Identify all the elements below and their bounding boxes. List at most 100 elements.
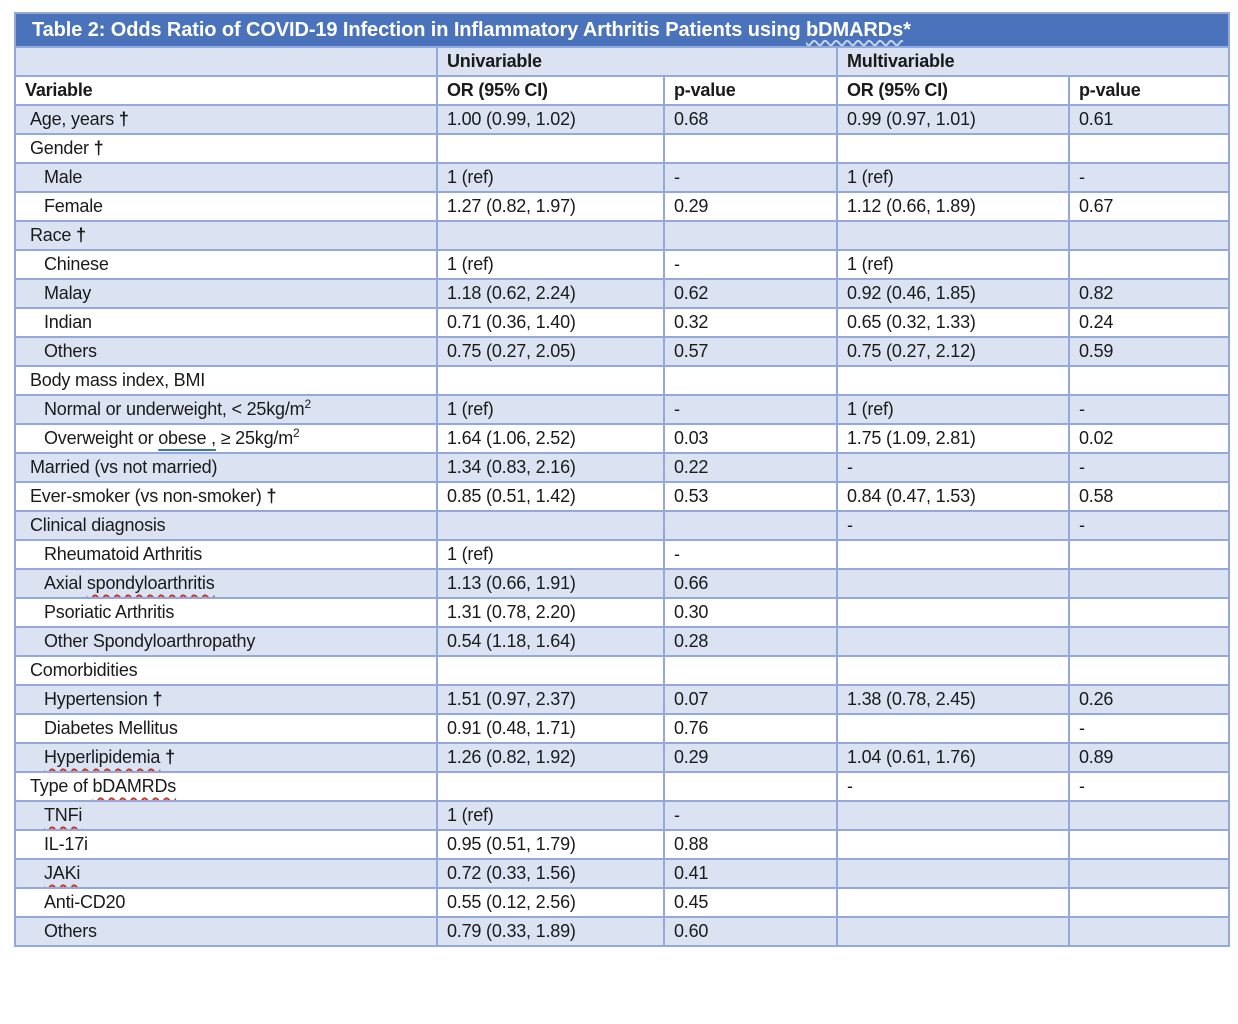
table-row: Gender †: [14, 133, 1230, 164]
text-part: Female: [44, 196, 103, 216]
cell-multivariable-p: 0.61: [1068, 104, 1230, 135]
table-row: Diabetes Mellitus 0.91 (0.48, 1.71) 0.76 -: [14, 713, 1230, 744]
column-header-p-multivariable: p-value: [1068, 75, 1230, 106]
text-part: Comorbidities: [30, 660, 138, 680]
cell-multivariable-or: 1.38 (0.78, 2.45): [836, 684, 1070, 715]
cell-univariable-p: 0.03: [663, 423, 838, 454]
text-part: Others: [44, 341, 97, 361]
table-row: Anti-CD20 0.55 (0.12, 2.56) 0.45: [14, 887, 1230, 918]
text-part: Type of: [30, 776, 93, 796]
table-row: Hyperlipidemia † 1.26 (0.82, 1.92) 0.29 1.0…: [14, 742, 1230, 773]
cell-variable: Age, years †: [14, 104, 438, 135]
table-row: Ever-smoker (vs non-smoker) † 0.85 (0.51,…: [14, 481, 1230, 512]
cell-univariable-or: 1.64 (1.06, 2.52): [436, 423, 665, 454]
cell-variable: IL-17i: [14, 829, 438, 860]
cell-multivariable-or: 0.92 (0.46, 1.85): [836, 278, 1070, 309]
cell-variable: Diabetes Mellitus: [14, 713, 438, 744]
text-part: Race: [30, 225, 77, 245]
cell-univariable-or: [436, 510, 665, 541]
cell-univariable-p: -: [663, 162, 838, 193]
table-row: Other Spondyloarthropathy 0.54 (1.18, 1.6…: [14, 626, 1230, 657]
cell-univariable-or: 1.26 (0.82, 1.92): [436, 742, 665, 773]
cell-univariable-or: [436, 133, 665, 164]
table-row: Clinical diagnosis - -: [14, 510, 1230, 541]
column-header-row: Variable OR (95% CI) p-value OR (95% CI)…: [14, 75, 1230, 106]
table-row: Type of bDAMRDs - -: [14, 771, 1230, 802]
cell-univariable-p: [663, 133, 838, 164]
cell-variable: Malay: [14, 278, 438, 309]
cell-multivariable-or: -: [836, 452, 1070, 483]
table-row: Body mass index, BMI: [14, 365, 1230, 396]
cell-multivariable-or: -: [836, 771, 1070, 802]
cell-multivariable-p: -: [1068, 771, 1230, 802]
flagged-text: spondyloarthritis: [86, 573, 215, 593]
cell-multivariable-or: -: [836, 510, 1070, 541]
cell-univariable-p: 0.28: [663, 626, 838, 657]
cell-univariable-or: [436, 365, 665, 396]
cell-univariable-or: 1.18 (0.62, 2.24): [436, 278, 665, 309]
cell-univariable-or: [436, 655, 665, 686]
cell-univariable-or: 1 (ref): [436, 162, 665, 193]
cell-variable: Type of bDAMRDs: [14, 771, 438, 802]
cell-multivariable-p: [1068, 829, 1230, 860]
cell-multivariable-p: -: [1068, 510, 1230, 541]
text-part: †: [93, 138, 104, 158]
cell-variable: Anti-CD20: [14, 887, 438, 918]
cell-univariable-or: 1.31 (0.78, 2.20): [436, 597, 665, 628]
cell-univariable-p: 0.22: [663, 452, 838, 483]
cell-multivariable-p: [1068, 800, 1230, 831]
text-part: Anti-CD20: [44, 892, 126, 912]
cell-univariable-or: 1 (ref): [436, 539, 665, 570]
cell-multivariable-or: 0.75 (0.27, 2.12): [836, 336, 1070, 367]
cell-multivariable-p: 0.26: [1068, 684, 1230, 715]
cell-univariable-or: 0.72 (0.33, 1.56): [436, 858, 665, 889]
cell-univariable-p: 0.62: [663, 278, 838, 309]
cell-multivariable-p: [1068, 626, 1230, 657]
table-row: Axial spondyloarthritis 1.13 (0.66, 1.91)…: [14, 568, 1230, 599]
text-part: Hypertension: [44, 689, 153, 709]
table-row: Indian 0.71 (0.36, 1.40) 0.32 0.65 (0.32, 1…: [14, 307, 1230, 338]
table-row: JAKi 0.72 (0.33, 1.56) 0.41: [14, 858, 1230, 889]
cell-multivariable-or: 0.99 (0.97, 1.01): [836, 104, 1070, 135]
cell-multivariable-or: [836, 220, 1070, 251]
text-part: Diabetes Mellitus: [44, 718, 178, 738]
cell-multivariable-p: [1068, 597, 1230, 628]
cell-univariable-or: 0.79 (0.33, 1.89): [436, 916, 665, 947]
cell-variable: Axial spondyloarthritis: [14, 568, 438, 599]
cell-univariable-or: 1 (ref): [436, 249, 665, 280]
cell-variable: Hyperlipidemia †: [14, 742, 438, 773]
cell-multivariable-p: 0.82: [1068, 278, 1230, 309]
cell-univariable-or: 1.51 (0.97, 2.37): [436, 684, 665, 715]
cell-variable: Clinical diagnosis: [14, 510, 438, 541]
table-row: Male 1 (ref) -1 (ref) -: [14, 162, 1230, 193]
cell-univariable-p: 0.07: [663, 684, 838, 715]
odds-ratio-table: Table 2: Odds Ratio of COVID-19 Infectio…: [14, 12, 1230, 947]
cell-univariable-or: 1.27 (0.82, 1.97): [436, 191, 665, 222]
text-part: Ever-smoker (vs non-smoker): [30, 486, 267, 506]
cell-multivariable-p: [1068, 220, 1230, 251]
cell-multivariable-p: [1068, 858, 1230, 889]
cell-multivariable-p: [1068, 249, 1230, 280]
cell-multivariable-or: [836, 887, 1070, 918]
table-row: Married (vs not married) 1.34 (0.83, 2.16…: [14, 452, 1230, 483]
cell-variable: Overweight or obese , ≥ 25kg/m2: [14, 423, 438, 454]
flagged-text: obese ,: [158, 428, 216, 448]
cell-univariable-or: 1.13 (0.66, 1.91): [436, 568, 665, 599]
table-row: Overweight or obese , ≥ 25kg/m2 1.64 (1.0…: [14, 423, 1230, 454]
text-part: Married (vs not married): [30, 457, 218, 477]
cell-univariable-p: -: [663, 539, 838, 570]
cell-multivariable-or: [836, 858, 1070, 889]
cell-univariable-or: 0.71 (0.36, 1.40): [436, 307, 665, 338]
cell-univariable-or: 1 (ref): [436, 394, 665, 425]
cell-univariable-or: [436, 771, 665, 802]
table-row: Female 1.27 (0.82, 1.97) 0.29 1.12 (0.66, 1…: [14, 191, 1230, 222]
cell-multivariable-p: 0.89: [1068, 742, 1230, 773]
cell-univariable-p: 0.66: [663, 568, 838, 599]
table-row: Hypertension † 1.51 (0.97, 2.37) 0.07 1.38 …: [14, 684, 1230, 715]
cell-multivariable-p: -: [1068, 452, 1230, 483]
text-part: Clinical diagnosis: [30, 515, 166, 535]
table-row: Race †: [14, 220, 1230, 251]
cell-univariable-p: 0.53: [663, 481, 838, 512]
text-part: Normal or underweight, < 25kg/m: [44, 399, 305, 419]
cell-multivariable-or: 0.84 (0.47, 1.53): [836, 481, 1070, 512]
